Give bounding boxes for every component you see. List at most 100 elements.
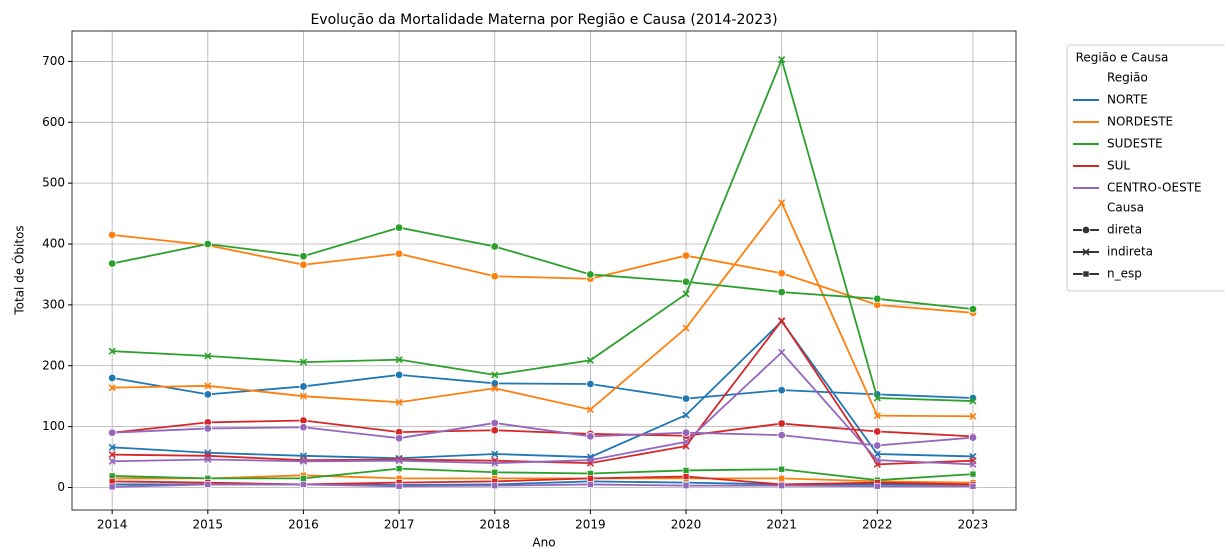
- point: [681, 277, 691, 286]
- point: [394, 223, 404, 232]
- point: [490, 242, 499, 251]
- point: [873, 427, 882, 436]
- series-line: [112, 419, 974, 438]
- point: [107, 373, 117, 383]
- y-tick-label: 0: [57, 480, 65, 494]
- point: [299, 382, 308, 391]
- point: [203, 390, 213, 399]
- point: [394, 370, 404, 380]
- point: [682, 438, 690, 446]
- point: [108, 472, 116, 480]
- point: [969, 482, 977, 490]
- x-tick-label: 2014: [97, 518, 128, 532]
- y-tick-label: 500: [42, 176, 65, 190]
- point: [682, 324, 690, 332]
- x-tick-label: 2015: [193, 518, 224, 532]
- legend-label: CENTRO-OESTE: [1107, 181, 1202, 195]
- point: [873, 294, 882, 304]
- point: [107, 230, 117, 240]
- point: [778, 465, 785, 473]
- point: [873, 450, 881, 458]
- x-tick-label: 2021: [766, 518, 797, 532]
- point: [300, 475, 307, 482]
- point: [586, 270, 595, 279]
- legend-box: [1066, 44, 1225, 292]
- point: [107, 428, 117, 437]
- y-tick-label: 400: [42, 237, 65, 251]
- point: [299, 423, 308, 432]
- legend-subtitle: Região: [1107, 71, 1148, 85]
- point: [586, 356, 594, 364]
- point: [108, 451, 116, 459]
- legend: Região e Causa Região NORTE NORDESTE SUDESTE…: [1066, 44, 1225, 292]
- point: [1082, 248, 1090, 256]
- point: [682, 482, 690, 489]
- point: [108, 347, 116, 355]
- point: [873, 441, 882, 450]
- point: [300, 481, 307, 488]
- point: [777, 287, 786, 297]
- point: [108, 443, 116, 451]
- point: [586, 432, 595, 441]
- point: [682, 473, 690, 480]
- series-line: [112, 422, 974, 447]
- point: [778, 475, 785, 482]
- point: [491, 468, 499, 476]
- point: [778, 199, 786, 207]
- point: [873, 394, 881, 402]
- x-axis-label: Ano: [532, 536, 555, 549]
- point: [587, 481, 594, 488]
- legend-title: Região e Causa: [1076, 51, 1169, 65]
- point: [491, 450, 499, 458]
- x-tick-label: 2017: [384, 518, 415, 532]
- point: [204, 352, 212, 360]
- point: [681, 394, 691, 403]
- y-tick-label: 700: [42, 54, 65, 68]
- series-line: [112, 475, 973, 486]
- point: [299, 358, 308, 366]
- point: [491, 384, 499, 392]
- series-line: [112, 56, 973, 402]
- series-line: [112, 200, 973, 418]
- point: [778, 56, 786, 64]
- point: [969, 397, 977, 405]
- y-axis-label: Total de Óbitos: [12, 225, 27, 315]
- series-line: [112, 474, 973, 484]
- point: [586, 456, 594, 464]
- point: [491, 371, 499, 379]
- legend-label: indireta: [1107, 245, 1153, 259]
- point: [108, 478, 116, 485]
- legend-label: SUL: [1107, 159, 1130, 173]
- point: [586, 379, 595, 389]
- x-tick-label: 2016: [288, 518, 319, 532]
- legend-subtitle: Causa: [1107, 201, 1144, 215]
- point: [108, 483, 116, 491]
- y-tick-label: 100: [42, 419, 65, 433]
- point: [587, 475, 594, 482]
- point: [491, 482, 499, 489]
- x-tick-label: 2020: [671, 518, 702, 532]
- point: [873, 456, 881, 464]
- point: [778, 348, 786, 356]
- point: [777, 385, 786, 395]
- point: [490, 426, 499, 435]
- point: [777, 430, 786, 440]
- point: [395, 482, 403, 490]
- point: [1082, 270, 1090, 278]
- series-line: [111, 226, 974, 311]
- point: [299, 457, 308, 465]
- legend-label: NORTE: [1107, 93, 1148, 107]
- series-line: [112, 351, 974, 466]
- point: [203, 424, 213, 433]
- point: [299, 251, 308, 261]
- legend-label: NORDESTE: [1107, 115, 1173, 129]
- point: [682, 411, 690, 419]
- point: [682, 467, 690, 474]
- point: [395, 356, 403, 364]
- series-line: [112, 483, 973, 488]
- y-tick-label: 300: [42, 297, 65, 311]
- x-tick-label: 2018: [479, 518, 510, 532]
- point: [682, 290, 690, 298]
- point: [107, 259, 117, 268]
- point: [969, 460, 977, 468]
